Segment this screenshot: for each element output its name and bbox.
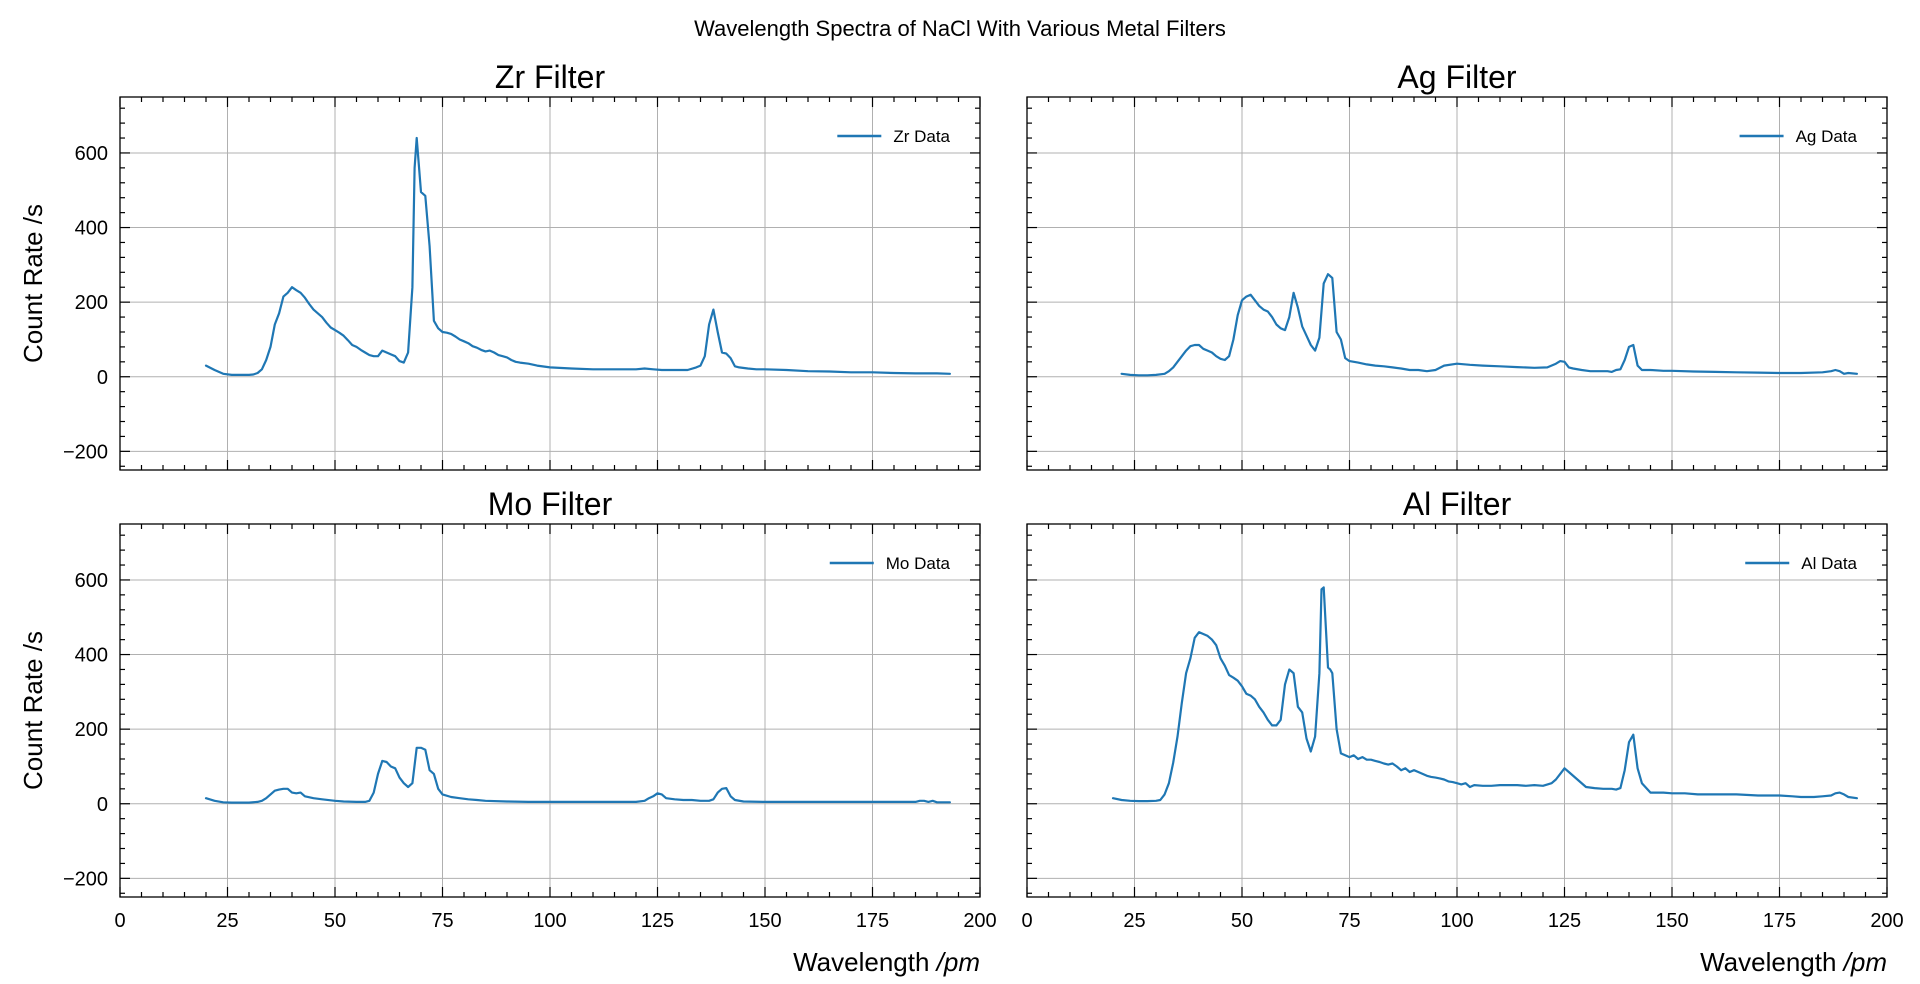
legend-label: Al Data	[1801, 554, 1857, 573]
y-tick-label: 600	[75, 143, 108, 165]
panel-title: Al Filter	[1403, 486, 1512, 522]
series-line-ag-data	[1120, 273, 1859, 377]
x-tick-label: 100	[1440, 910, 1473, 932]
panel-title: Mo Filter	[488, 486, 613, 522]
series-line-zr-data	[204, 136, 952, 376]
x-tick-label: 200	[1870, 910, 1903, 932]
x-tick-label: 175	[856, 910, 889, 932]
y-tick-label: 200	[75, 292, 108, 314]
x-tick-label: 125	[641, 910, 674, 932]
y-axis-label: Count Rate /s	[18, 204, 48, 363]
x-tick-label: 0	[1021, 910, 1032, 932]
legend: Ag Data	[1739, 127, 1858, 146]
legend-label: Zr Data	[893, 127, 950, 146]
y-axis-label: Count Rate /s	[18, 631, 48, 790]
x-axis-label: Wavelength /pm	[1700, 947, 1887, 977]
legend: Zr Data	[837, 127, 951, 146]
x-tick-label: 150	[748, 910, 781, 932]
x-tick-label: 25	[216, 910, 238, 932]
x-tick-label: 75	[431, 910, 453, 932]
x-tick-label: 50	[1231, 910, 1253, 932]
legend: Mo Data	[829, 554, 951, 573]
x-tick-label: 100	[533, 910, 566, 932]
x-tick-label: 175	[1763, 910, 1796, 932]
legend-label: Ag Data	[1796, 127, 1858, 146]
y-tick-label: −200	[63, 441, 108, 463]
panel-4: 0 25 50 75 100 125 150 175 200 Al Filter Wavelengt…	[1021, 486, 1903, 977]
panel-title: Zr Filter	[495, 59, 606, 95]
x-tick-label: 75	[1338, 910, 1360, 932]
panel-title: Ag Filter	[1397, 59, 1516, 95]
y-tick-label: 600	[75, 570, 108, 592]
series-line-mo-data	[204, 746, 952, 804]
y-tick-label: 400	[75, 645, 108, 667]
x-axis-label: Wavelength /pm	[793, 947, 980, 977]
panel-2: Ag Filter Ag Data	[1026, 59, 1888, 471]
x-tick-label: 0	[114, 910, 125, 932]
y-tick-label: 200	[75, 719, 108, 741]
panel-1: −200 0 200 400 600 Zr Filter Count Rate /s Zr D…	[18, 59, 981, 471]
legend: Al Data	[1745, 554, 1858, 573]
y-tick-label: −200	[63, 868, 108, 890]
x-tick-label: 200	[963, 910, 996, 932]
panel-3: 0 25 50 75 100 125 150 175 200 −200 0 200 400 600 Mo F…	[18, 486, 997, 977]
figure-suptitle: Wavelength Spectra of NaCl With Various …	[694, 16, 1226, 41]
series-line-al-data	[1111, 586, 1859, 803]
x-tick-label: 25	[1123, 910, 1145, 932]
y-tick-label: 400	[75, 218, 108, 240]
x-tick-label: 150	[1655, 910, 1688, 932]
x-tick-label: 125	[1548, 910, 1581, 932]
x-tick-label: 50	[324, 910, 346, 932]
y-tick-label: 0	[97, 794, 108, 816]
legend-label: Mo Data	[886, 554, 951, 573]
y-tick-label: 0	[97, 367, 108, 389]
